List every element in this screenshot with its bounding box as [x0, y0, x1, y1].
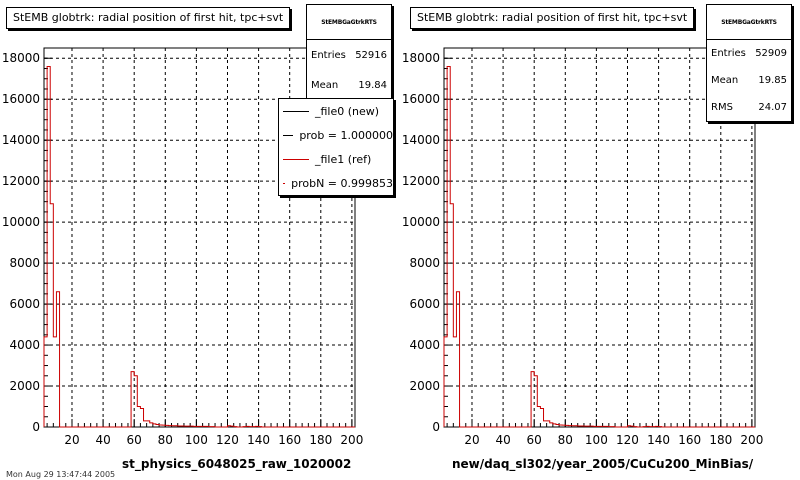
- y-tick-label: 14000: [2, 133, 40, 147]
- legend-line-icon: [283, 134, 294, 136]
- stats-row-entries: Entries 52909: [707, 40, 791, 67]
- x-axis-title: new/daq_sl302/year_2005/CuCu200_MinBias/: [452, 457, 754, 471]
- x-tick-label: 80: [158, 433, 173, 447]
- stats-label: Entries: [711, 48, 746, 59]
- stats-label: Mean: [311, 79, 339, 91]
- y-tick-label: 6000: [9, 297, 40, 311]
- legend-entry: _file0 (new): [279, 99, 393, 123]
- plot-frame: [43, 47, 356, 428]
- x-tick-label: 100: [185, 433, 208, 447]
- x-tick-label: 200: [740, 433, 763, 447]
- legend-line-icon: [283, 182, 286, 184]
- legend-line-icon: [283, 158, 309, 160]
- histogram-title: StEMB globtrk: radial position of first …: [410, 7, 695, 29]
- legend: _file0 (new) prob = 1.000000 _file1 (ref…: [278, 98, 394, 196]
- histogram-plot-left: 20 40 60 80 100 120 140 160 180 20002000400060008…: [2, 47, 363, 447]
- y-tick-label: 10000: [2, 215, 40, 229]
- legend-label: _file0 (new): [315, 104, 380, 118]
- x-tick-label: 60: [127, 433, 142, 447]
- x-tick-label: 80: [558, 433, 573, 447]
- stats-row-mean: Mean 19.84: [307, 70, 391, 100]
- x-tick-label: 140: [247, 433, 270, 447]
- stats-label: Mean: [711, 75, 739, 86]
- stats-box: StEMBGaGtrkRTS Entries 52916 Mean 19.84: [306, 4, 392, 100]
- y-tick-label: 14000: [402, 133, 440, 147]
- legend-label: _file1 (ref): [315, 152, 372, 166]
- y-tick-label: 16000: [2, 92, 40, 106]
- x-tick-label: 40: [495, 433, 510, 447]
- stats-label: Entries: [311, 49, 346, 61]
- x-tick-label: 20: [64, 433, 79, 447]
- stats-title: StEMBGaGtrkRTS: [307, 5, 391, 40]
- plot-frame: [443, 47, 756, 428]
- y-tick-label: 0: [432, 420, 440, 434]
- y-tick-label: 6000: [409, 297, 440, 311]
- histogram-series-line: [43, 65, 355, 428]
- x-tick-label: 120: [616, 433, 639, 447]
- stats-value: 24.07: [758, 102, 787, 113]
- stats-row-entries: Entries 52916: [307, 40, 391, 70]
- histogram-plot-right: 20 40 60 80 100 120 140 160 180 20002000400060008…: [402, 47, 763, 447]
- x-tick-label: 180: [709, 433, 732, 447]
- legend-label: prob = 1.000000: [299, 128, 393, 142]
- y-tick-label: 8000: [409, 256, 440, 270]
- x-axis-title: st_physics_6048025_raw_1020002: [122, 457, 352, 471]
- stats-value: 52916: [355, 49, 387, 61]
- legend-entry: prob = 1.000000: [279, 123, 393, 147]
- timestamp-footer: Mon Aug 29 13:47:44 2005: [6, 470, 116, 479]
- histogram-pad-left: 20 40 60 80 100 120 140 160 180 200 0 2000 4000 6000 8…: [2, 4, 394, 471]
- x-tick-label: 20: [464, 433, 479, 447]
- y-tick-label: 2000: [9, 379, 40, 393]
- stats-row-mean: Mean 19.85: [707, 67, 791, 94]
- y-tick-label: 4000: [409, 338, 440, 352]
- stats-value: 19.85: [758, 75, 787, 86]
- y-tick-label: 0: [32, 420, 40, 434]
- x-tick-label: 160: [278, 433, 301, 447]
- histogram-pad-right: 20 40 60 80 100 120 140 160 180 200 0 2000 4000 6000 8…: [400, 0, 800, 480]
- histogram-title: StEMB globtrk: radial position of first …: [6, 7, 291, 29]
- y-tick-label: 16000: [402, 92, 440, 106]
- x-tick-label: 160: [678, 433, 701, 447]
- legend-entry: probN = 0.999853: [279, 171, 393, 195]
- x-tick-label: 140: [647, 433, 670, 447]
- x-tick-label: 180: [309, 433, 332, 447]
- y-tick-label: 12000: [402, 174, 440, 188]
- y-tick-label: 18000: [2, 51, 40, 65]
- x-tick-label: 200: [340, 433, 363, 447]
- y-tick-label: 2000: [409, 379, 440, 393]
- stats-label: RMS: [711, 102, 733, 113]
- y-tick-label: 12000: [2, 174, 40, 188]
- y-tick-label: 10000: [402, 215, 440, 229]
- histogram-series-line: [443, 65, 755, 428]
- stats-row-rms: RMS 24.07: [707, 94, 791, 121]
- y-tick-label: 4000: [9, 338, 40, 352]
- x-tick-label: 60: [527, 433, 542, 447]
- legend-label: probN = 0.999853: [291, 176, 393, 190]
- legend-entry: _file1 (ref): [279, 147, 393, 171]
- stats-title: StEMBGaGtrkRTS: [707, 5, 791, 40]
- stats-box: StEMBGaGtrkRTS Entries 52909 Mean 19.85 …: [706, 4, 792, 122]
- x-tick-label: 40: [95, 433, 110, 447]
- x-tick-label: 120: [216, 433, 239, 447]
- stats-value: 52909: [755, 48, 787, 59]
- legend-line-icon: [283, 110, 309, 112]
- x-tick-label: 100: [585, 433, 608, 447]
- y-tick-label: 18000: [402, 51, 440, 65]
- stats-value: 19.84: [358, 79, 387, 91]
- y-tick-label: 8000: [9, 256, 40, 270]
